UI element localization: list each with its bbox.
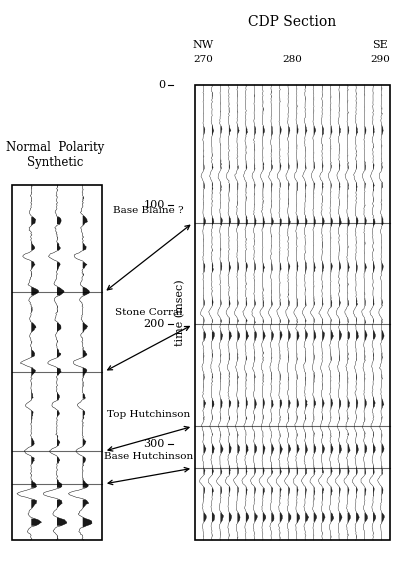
Text: time (msec): time (msec) <box>175 279 185 346</box>
Text: 290: 290 <box>370 55 390 65</box>
Text: 300: 300 <box>144 439 165 449</box>
Bar <box>195 85 390 540</box>
Text: 0: 0 <box>158 80 165 90</box>
Text: NW: NW <box>193 40 214 50</box>
Text: 280: 280 <box>283 55 302 65</box>
Text: Base Blaine ?: Base Blaine ? <box>113 206 184 215</box>
Bar <box>12 185 102 540</box>
Text: Top Hutchinson: Top Hutchinson <box>107 410 190 419</box>
Text: SE: SE <box>372 40 388 50</box>
Text: 270: 270 <box>193 55 213 65</box>
Text: 200: 200 <box>144 320 165 329</box>
Text: Stone Corral: Stone Corral <box>115 308 182 317</box>
Text: 100: 100 <box>144 200 165 210</box>
Text: CDP Section: CDP Section <box>248 15 337 29</box>
Text: Normal  Polarity
Synthetic: Normal Polarity Synthetic <box>6 141 104 169</box>
Text: Base Hutchinson: Base Hutchinson <box>104 452 193 461</box>
